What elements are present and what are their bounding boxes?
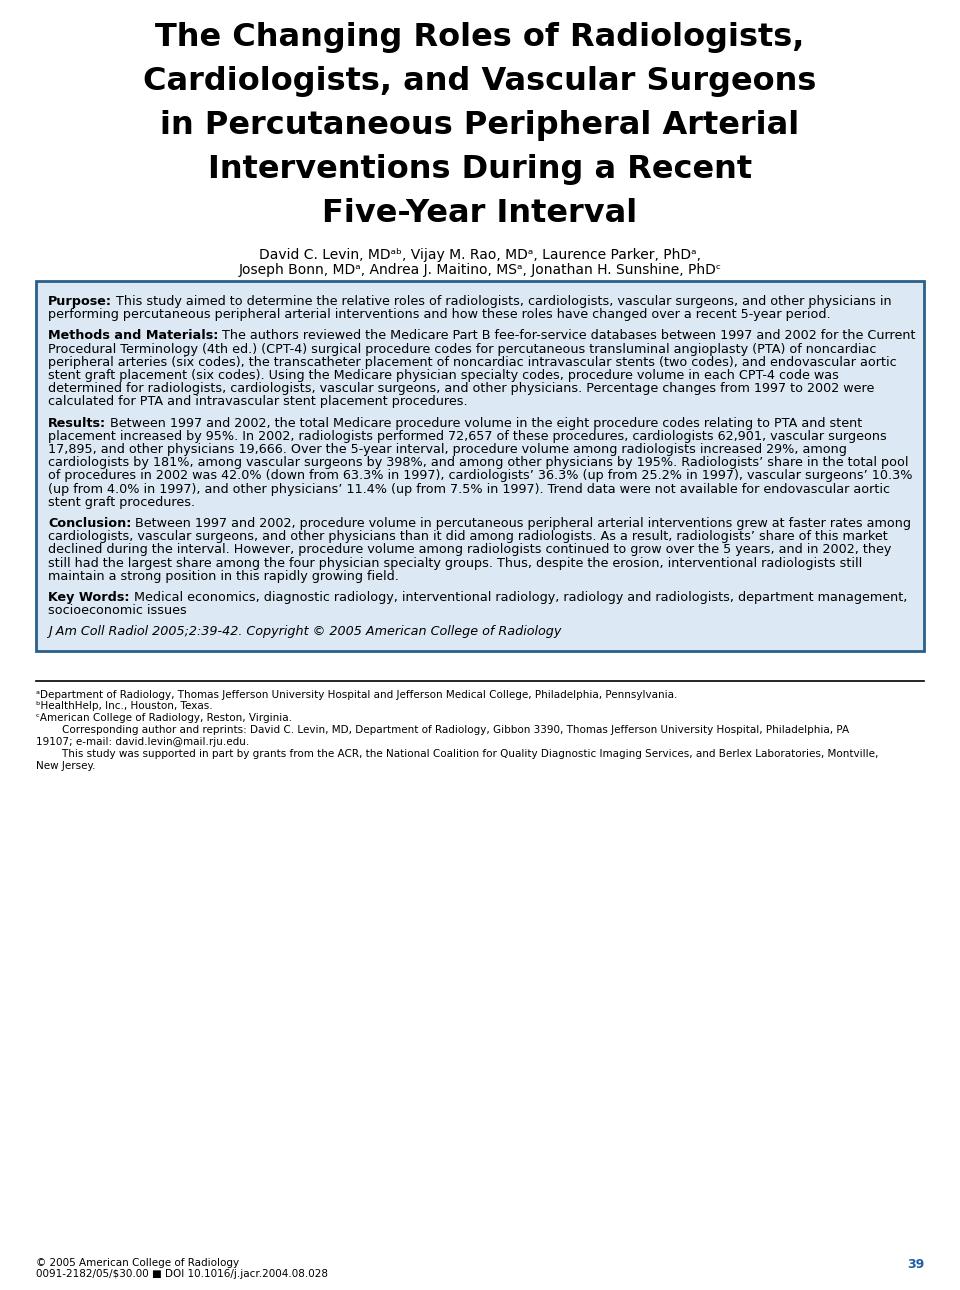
- Text: maintain a strong position in this rapidly growing field.: maintain a strong position in this rapid…: [48, 570, 398, 583]
- Text: J Am Coll Radiol 2005;2:39-42. Copyright © 2005 American College of Radiology: J Am Coll Radiol 2005;2:39-42. Copyright…: [48, 626, 562, 639]
- Text: of procedures in 2002 was 42.0% (down from 63.3% in 1997), cardiologists’ 36.3% : of procedures in 2002 was 42.0% (down fr…: [48, 470, 913, 482]
- Text: Cardiologists, and Vascular Surgeons: Cardiologists, and Vascular Surgeons: [143, 66, 817, 97]
- Text: Joseph Bonn, MDᵃ, Andrea J. Maitino, MSᵃ, Jonathan H. Sunshine, PhDᶜ: Joseph Bonn, MDᵃ, Andrea J. Maitino, MSᵃ…: [238, 263, 722, 277]
- Text: The Changing Roles of Radiologists,: The Changing Roles of Radiologists,: [156, 22, 804, 53]
- Text: socioeconomic issues: socioeconomic issues: [48, 604, 187, 617]
- Text: 0091-2182/05/$30.00 ■ DOI 10.1016/j.jacr.2004.08.028: 0091-2182/05/$30.00 ■ DOI 10.1016/j.jacr…: [36, 1269, 328, 1278]
- Text: stent graft placement (six codes). Using the Medicare physician specialty codes,: stent graft placement (six codes). Using…: [48, 369, 839, 382]
- Text: still had the largest share among the four physician specialty groups. Thus, des: still had the largest share among the fo…: [48, 556, 862, 570]
- Text: in Percutaneous Peripheral Arterial: in Percutaneous Peripheral Arterial: [160, 110, 800, 141]
- Text: The authors reviewed the Medicare Part B fee-for-service databases between 1997 : The authors reviewed the Medicare Part B…: [218, 329, 916, 342]
- Text: Results:: Results:: [48, 417, 107, 430]
- Text: ᵃDepartment of Radiology, Thomas Jefferson University Hospital and Jefferson Med: ᵃDepartment of Radiology, Thomas Jeffers…: [36, 690, 678, 699]
- Text: Between 1997 and 2002, procedure volume in percutaneous peripheral arterial inte: Between 1997 and 2002, procedure volume …: [132, 517, 911, 530]
- Text: stent graft procedures.: stent graft procedures.: [48, 495, 195, 508]
- Text: This study was supported in part by grants from the ACR, the National Coalition : This study was supported in part by gran…: [36, 749, 878, 759]
- Text: New Jersey.: New Jersey.: [36, 761, 95, 770]
- Text: 17,895, and other physicians 19,666. Over the 5-year interval, procedure volume : 17,895, and other physicians 19,666. Ove…: [48, 442, 847, 455]
- Text: Interventions During a Recent: Interventions During a Recent: [208, 154, 752, 184]
- Text: placement increased by 95%. In 2002, radiologists performed 72,657 of these proc: placement increased by 95%. In 2002, rad…: [48, 430, 887, 442]
- Text: cardiologists by 181%, among vascular surgeons by 398%, and among other physicia: cardiologists by 181%, among vascular su…: [48, 457, 908, 470]
- Text: ᵇHealthHelp, Inc., Houston, Texas.: ᵇHealthHelp, Inc., Houston, Texas.: [36, 700, 212, 711]
- Text: calculated for PTA and intravascular stent placement procedures.: calculated for PTA and intravascular ste…: [48, 396, 468, 409]
- Text: Five-Year Interval: Five-Year Interval: [323, 197, 637, 230]
- Text: 19107; e-mail: david.levin@mail.rju.edu.: 19107; e-mail: david.levin@mail.rju.edu.: [36, 737, 250, 747]
- Text: Methods and Materials:: Methods and Materials:: [48, 329, 218, 342]
- Text: Between 1997 and 2002, the total Medicare procedure volume in the eight procedur: Between 1997 and 2002, the total Medicar…: [107, 417, 862, 430]
- Text: Purpose:: Purpose:: [48, 295, 112, 308]
- Text: Key Words:: Key Words:: [48, 591, 130, 604]
- Text: Medical economics, diagnostic radiology, interventional radiology, radiology and: Medical economics, diagnostic radiology,…: [130, 591, 907, 604]
- Text: determined for radiologists, cardiologists, vascular surgeons, and other physici: determined for radiologists, cardiologis…: [48, 382, 875, 395]
- Text: (up from 4.0% in 1997), and other physicians’ 11.4% (up from 7.5% in 1997). Tren: (up from 4.0% in 1997), and other physic…: [48, 482, 890, 495]
- Text: David C. Levin, MDᵃᵇ, Vijay M. Rao, MDᵃ, Laurence Parker, PhDᵃ,: David C. Levin, MDᵃᵇ, Vijay M. Rao, MDᵃ,…: [259, 248, 701, 262]
- Text: Procedural Terminology (4th ed.) (CPT-4) surgical procedure codes for percutaneo: Procedural Terminology (4th ed.) (CPT-4)…: [48, 343, 876, 356]
- Text: cardiologists, vascular surgeons, and other physicians than it did among radiolo: cardiologists, vascular surgeons, and ot…: [48, 530, 888, 543]
- Text: ᶜAmerican College of Radiology, Reston, Virginia.: ᶜAmerican College of Radiology, Reston, …: [36, 712, 292, 722]
- Text: 39: 39: [907, 1258, 924, 1271]
- Text: declined during the interval. However, procedure volume among radiologists conti: declined during the interval. However, p…: [48, 543, 892, 556]
- Text: Conclusion:: Conclusion:: [48, 517, 132, 530]
- Text: Corresponding author and reprints: David C. Levin, MD, Department of Radiology, : Corresponding author and reprints: David…: [36, 725, 850, 735]
- Text: This study aimed to determine the relative roles of radiologists, cardiologists,: This study aimed to determine the relati…: [112, 295, 892, 308]
- Text: peripheral arteries (six codes), the transcatheter placement of noncardiac intra: peripheral arteries (six codes), the tra…: [48, 356, 897, 369]
- Text: © 2005 American College of Radiology: © 2005 American College of Radiology: [36, 1258, 239, 1268]
- Text: performing percutaneous peripheral arterial interventions and how these roles ha: performing percutaneous peripheral arter…: [48, 308, 830, 321]
- FancyBboxPatch shape: [36, 281, 924, 650]
